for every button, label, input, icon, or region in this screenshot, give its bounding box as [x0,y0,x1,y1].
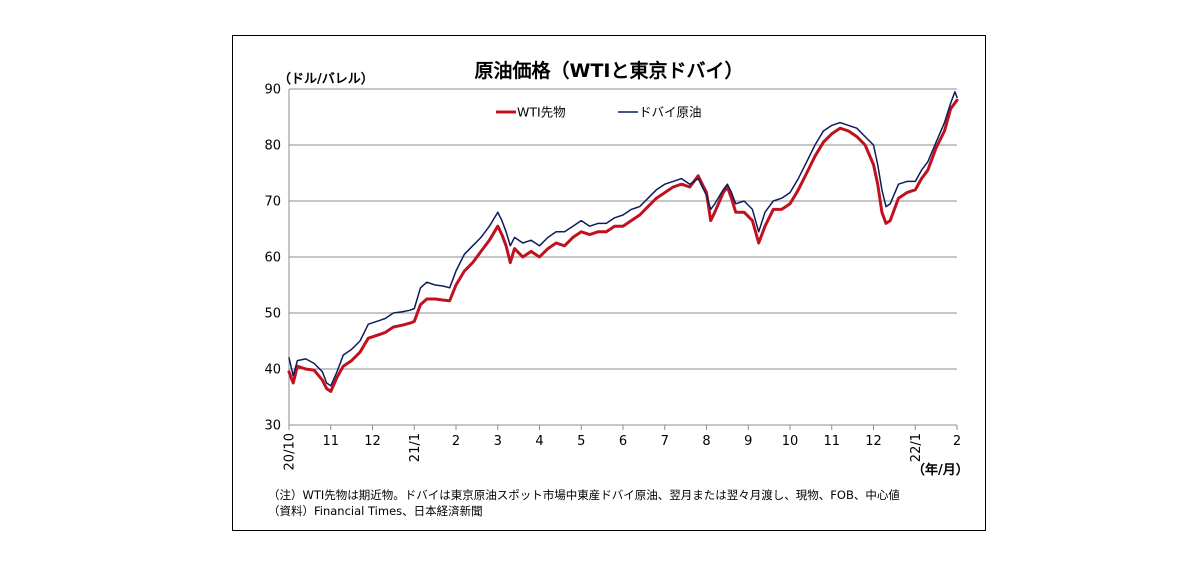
y-tick-label: 80 [264,139,281,154]
x-tick-label: 11 [322,434,339,449]
y-axis-ticks: 30 40 50 60 70 80 90 [264,83,281,434]
x-tick-label: 4 [535,434,543,449]
x-tick-label: 5 [577,434,585,449]
chart-frame [232,35,986,531]
x-tick-label: 8 [702,434,710,449]
x-tick-label: 12 [865,434,882,449]
series-line-dubai [288,91,958,387]
y-axis-unit-label: （ドル/バレル） [278,72,374,87]
chart-title: 原油価格（WTIと東京ドバイ） [474,60,744,82]
legend-label: ドバイ原油 [639,105,702,120]
y-tick-label: 60 [264,251,281,266]
x-tick-label: 2 [452,434,460,449]
x-tick-label: 9 [744,434,752,449]
x-tick-label: 3 [494,434,502,449]
legend: WTI先物 ドバイ原油 [496,105,702,120]
x-tick-label: 10 [782,434,799,449]
x-tick-label: 11 [823,434,840,449]
x-tick-label: 6 [619,434,627,449]
x-axis-unit-label: （年/月） [912,463,969,478]
note-data-source: （資料）Financial Times、日本経済新聞 [268,504,483,518]
series-line-wti [287,98,959,393]
x-tick-label: 20/10 [283,433,298,470]
x-tick-label: 7 [661,434,669,449]
y-tick-label: 70 [264,195,281,210]
x-tick-label: 2 [953,434,961,449]
series-lines [287,91,959,393]
y-tick-label: 90 [264,83,281,98]
gridlines [288,88,957,426]
y-tick-label: 50 [264,307,281,322]
x-tick-label: 21/1 [408,433,423,462]
legend-label: WTI先物 [517,105,566,120]
y-tick-label: 30 [264,419,281,434]
x-axis-ticks: 20/10 11 12 21/1 2 3 4 5 6 7 8 9 10 11 12 22/1 2 [283,425,961,470]
note-source-explanation: （注）WTI先物は期近物。ドバイは東京原油スポット市場中東産ドバイ原油、翌月また… [268,488,900,502]
x-tick-label: 12 [364,434,381,449]
y-tick-label: 40 [264,363,281,378]
x-tick-label: 22/1 [909,433,924,462]
